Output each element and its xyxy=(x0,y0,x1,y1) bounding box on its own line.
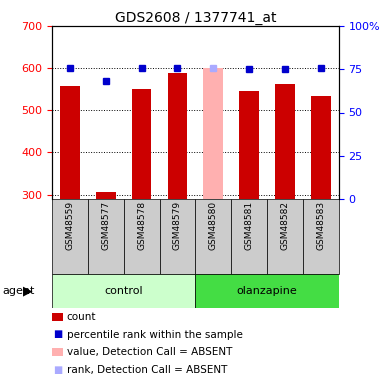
Bar xyxy=(267,199,303,274)
Bar xyxy=(132,89,151,199)
Text: GSM48583: GSM48583 xyxy=(316,201,325,250)
Bar xyxy=(275,84,295,199)
Text: ■: ■ xyxy=(53,365,62,375)
Bar xyxy=(159,199,196,274)
Bar xyxy=(303,199,339,274)
Text: GSM48582: GSM48582 xyxy=(281,201,290,250)
Bar xyxy=(239,92,259,199)
Bar xyxy=(167,72,187,199)
Text: percentile rank within the sample: percentile rank within the sample xyxy=(67,330,243,339)
Text: ■: ■ xyxy=(53,330,62,339)
Text: GSM48559: GSM48559 xyxy=(65,201,74,250)
Bar xyxy=(124,199,159,274)
Title: GDS2608 / 1377741_at: GDS2608 / 1377741_at xyxy=(115,11,276,25)
Text: ▶: ▶ xyxy=(23,284,33,297)
Text: control: control xyxy=(104,286,143,296)
Bar xyxy=(60,86,80,199)
Bar xyxy=(311,96,331,199)
Bar xyxy=(52,199,88,274)
Bar xyxy=(195,199,231,274)
Bar xyxy=(52,274,195,308)
Bar xyxy=(88,199,124,274)
Bar xyxy=(231,199,267,274)
Text: value, Detection Call = ABSENT: value, Detection Call = ABSENT xyxy=(67,347,232,357)
Text: GSM48581: GSM48581 xyxy=(244,201,254,250)
Text: GSM48577: GSM48577 xyxy=(101,201,110,250)
Text: GSM48578: GSM48578 xyxy=(137,201,146,250)
Text: GSM48579: GSM48579 xyxy=(173,201,182,250)
Text: rank, Detection Call = ABSENT: rank, Detection Call = ABSENT xyxy=(67,365,227,375)
Bar xyxy=(96,192,115,199)
Bar xyxy=(203,68,223,199)
Text: GSM48580: GSM48580 xyxy=(209,201,218,250)
Bar xyxy=(195,274,339,308)
Text: count: count xyxy=(67,312,96,322)
Text: agent: agent xyxy=(2,286,34,296)
Text: olanzapine: olanzapine xyxy=(237,286,298,296)
